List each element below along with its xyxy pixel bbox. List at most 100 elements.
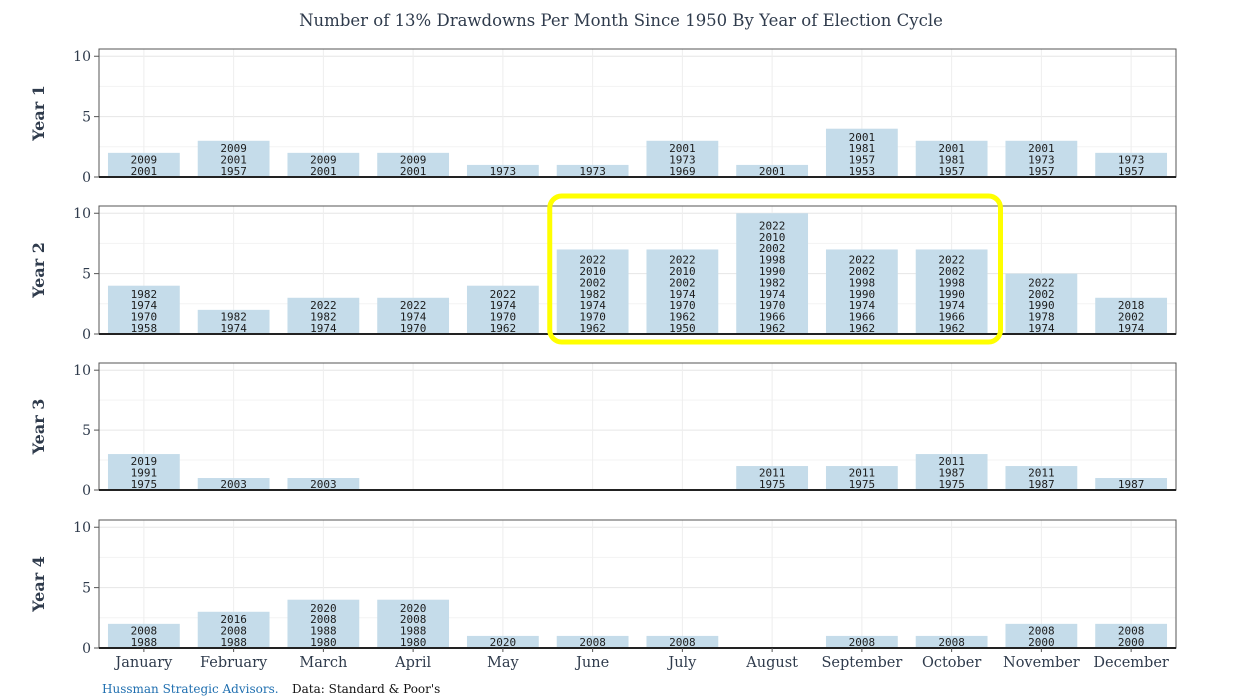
y-tick-label: 10 <box>73 363 91 379</box>
bar-year-label: 2022 <box>310 299 337 312</box>
bar-year-label: 2018 <box>1118 299 1145 312</box>
bar-year-label: 2020 <box>310 602 337 615</box>
bar-year-label: 1982 <box>310 311 337 324</box>
bar-year-label: 2002 <box>579 276 606 289</box>
bar-year-label: 1998 <box>759 254 786 267</box>
bar-year-label: 2008 <box>1118 625 1145 638</box>
bar-year-2-march <box>287 297 360 334</box>
x-tick-label: March <box>299 655 347 671</box>
bar-year-label: 2001 <box>849 131 876 144</box>
bar-year-4-february <box>197 611 270 648</box>
y-tick-label: 0 <box>82 327 91 343</box>
bar-year-label: 1988 <box>400 625 427 638</box>
bar-year-4-december <box>1095 623 1168 648</box>
bar-year-3-march <box>287 478 360 490</box>
bar-year-1-september <box>825 128 898 177</box>
y-tick-label: 5 <box>82 423 91 439</box>
bar-year-label: 2000 <box>1028 636 1055 649</box>
bar-year-label: 1974 <box>310 322 337 335</box>
bar-year-label: 1974 <box>400 311 427 324</box>
bar-year-4-september <box>825 635 898 648</box>
bar-year-4-november <box>1005 623 1078 648</box>
bar-year-label: 2022 <box>1028 276 1055 289</box>
x-axis: January February March April May June July Augu… <box>113 648 1169 671</box>
bar-year-label: 2001 <box>759 165 786 178</box>
bar-year-label: 2011 <box>938 455 965 468</box>
bar-year-label: 1970 <box>579 311 606 324</box>
bar-year-label: 1957 <box>938 165 965 178</box>
bar-year-2-january <box>107 285 180 334</box>
bar-year-label: 2009 <box>131 154 158 167</box>
bar-year-label: 1974 <box>759 288 786 301</box>
bar-year-label: 1973 <box>1118 154 1145 167</box>
bar-year-label: 1990 <box>759 265 786 278</box>
panel-label: Year 3 <box>29 399 48 456</box>
bar-year-label: 2002 <box>669 276 696 289</box>
bar-year-2-august <box>736 213 809 334</box>
bar-year-label: 1982 <box>220 311 247 324</box>
bar-year-label: 2002 <box>759 242 786 255</box>
bar-year-label: 1987 <box>1028 478 1055 491</box>
bar-year-label: 1970 <box>669 299 696 312</box>
bar-year-label: 2009 <box>310 154 337 167</box>
bar-year-2-october <box>915 249 988 334</box>
bar-year-2-april <box>377 297 450 334</box>
bar-year-label: 1974 <box>1028 322 1055 335</box>
panel-year-2: 1982197419701958198219742022198219742022… <box>29 205 1177 343</box>
x-tick-label: June <box>574 655 609 671</box>
bar-year-1-july <box>646 140 719 177</box>
bar-year-label: 1975 <box>759 478 786 491</box>
bar-year-label: 1962 <box>938 322 965 335</box>
bar-year-label: 2010 <box>669 265 696 278</box>
bar-year-label: 2001 <box>400 165 427 178</box>
bar-year-label: 2022 <box>400 299 427 312</box>
bar-year-label: 1978 <box>1028 311 1055 324</box>
bar-year-label: 2008 <box>579 636 606 649</box>
bar-year-label: 2008 <box>1028 625 1055 638</box>
bar-year-label: 1970 <box>400 322 427 335</box>
bar-year-label: 1975 <box>938 478 965 491</box>
y-tick-label: 10 <box>73 49 91 65</box>
bar-year-label: 2008 <box>131 625 158 638</box>
bar-year-label: 1973 <box>669 154 696 167</box>
bar-year-label: 1987 <box>938 467 965 480</box>
bar-year-label: 1973 <box>490 165 517 178</box>
bar-year-label: 2002 <box>849 265 876 278</box>
bar-year-label: 1957 <box>849 154 876 167</box>
bar-year-1-december <box>1095 152 1168 177</box>
y-tick-label: 0 <box>82 641 91 657</box>
bar-year-label: 1974 <box>938 299 965 312</box>
bar-year-label: 2000 <box>1118 636 1145 649</box>
bar-year-1-may <box>466 164 539 177</box>
bar-year-label: 2001 <box>1028 142 1055 155</box>
bar-year-label: 1962 <box>759 322 786 335</box>
bar-year-label: 1988 <box>131 636 158 649</box>
bar-year-label: 1974 <box>490 299 517 312</box>
bar-year-3-october <box>915 454 988 490</box>
highlight-layer <box>547 193 1003 345</box>
chart-title: Number of 13% Drawdowns Per Month Since … <box>299 11 943 30</box>
bar-year-label: 2008 <box>938 636 965 649</box>
bar-year-label: 1966 <box>849 311 876 324</box>
bar-year-2-september <box>825 249 898 334</box>
panel-label: Year 1 <box>29 85 48 142</box>
bar-year-1-november <box>1005 140 1078 177</box>
bar-year-label: 1988 <box>310 625 337 638</box>
bar-year-label: 2022 <box>938 254 965 267</box>
bar-year-label: 1991 <box>131 467 158 480</box>
bar-year-3-september <box>825 466 898 490</box>
x-tick-label: May <box>487 655 519 671</box>
bar-year-label: 2001 <box>938 142 965 155</box>
bar-year-label: 1982 <box>759 276 786 289</box>
bar-year-label: 1987 <box>1118 478 1145 491</box>
bar-year-4-march <box>287 599 360 648</box>
bar-year-label: 1990 <box>849 288 876 301</box>
bar-year-label: 2001 <box>131 165 158 178</box>
bar-year-label: 2002 <box>1028 288 1055 301</box>
bar-year-1-june <box>556 164 629 177</box>
bar-year-label: 2009 <box>400 154 427 167</box>
bar-year-label: 2022 <box>579 254 606 267</box>
bar-year-label: 1957 <box>1118 165 1145 178</box>
bar-year-label: 1962 <box>579 322 606 335</box>
bar-year-label: 1975 <box>131 478 158 491</box>
